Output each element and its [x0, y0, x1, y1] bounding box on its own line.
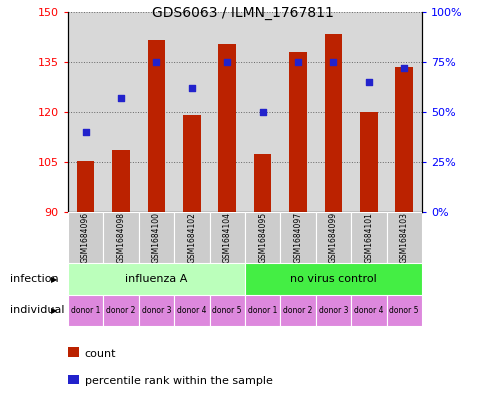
- Bar: [315, 295, 350, 326]
- Text: donor 5: donor 5: [389, 306, 418, 315]
- Bar: [244, 263, 421, 295]
- Bar: [174, 295, 209, 326]
- Bar: [174, 212, 209, 263]
- Text: donor 5: donor 5: [212, 306, 242, 315]
- Bar: [386, 212, 421, 263]
- Bar: [68, 295, 103, 326]
- Text: donor 4: donor 4: [353, 306, 383, 315]
- Text: GSM1684102: GSM1684102: [187, 212, 196, 263]
- Point: [81, 129, 89, 135]
- Bar: [288, 52, 306, 212]
- Text: donor 1: donor 1: [247, 306, 277, 315]
- Point: [399, 65, 407, 71]
- Text: GSM1684099: GSM1684099: [328, 212, 337, 263]
- Point: [187, 85, 195, 91]
- Bar: [280, 212, 315, 263]
- Bar: [209, 295, 244, 326]
- Text: infection: infection: [10, 274, 58, 284]
- Bar: [244, 212, 280, 263]
- Point: [364, 79, 372, 85]
- Text: count: count: [85, 349, 116, 359]
- Text: donor 2: donor 2: [106, 306, 136, 315]
- Point: [223, 59, 230, 65]
- Bar: [350, 295, 386, 326]
- Bar: [68, 212, 103, 263]
- Text: GSM1684095: GSM1684095: [257, 212, 267, 263]
- Text: donor 1: donor 1: [71, 306, 100, 315]
- Text: no virus control: no virus control: [289, 274, 376, 284]
- Text: GSM1684103: GSM1684103: [399, 212, 408, 263]
- Text: ▶: ▶: [51, 306, 57, 315]
- Point: [329, 59, 336, 65]
- Text: percentile rank within the sample: percentile rank within the sample: [85, 376, 272, 386]
- Bar: [315, 212, 350, 263]
- Text: donor 3: donor 3: [141, 306, 171, 315]
- Text: GDS6063 / ILMN_1767811: GDS6063 / ILMN_1767811: [151, 6, 333, 20]
- Point: [152, 59, 160, 65]
- Bar: [324, 33, 342, 212]
- Bar: [359, 112, 377, 212]
- Point: [293, 59, 301, 65]
- Point: [117, 95, 125, 101]
- Bar: [182, 116, 200, 212]
- Text: influenza A: influenza A: [125, 274, 187, 284]
- Bar: [68, 263, 244, 295]
- Text: GSM1684101: GSM1684101: [363, 212, 373, 263]
- Bar: [138, 212, 174, 263]
- Text: GSM1684096: GSM1684096: [81, 212, 90, 263]
- Text: donor 3: donor 3: [318, 306, 348, 315]
- Bar: [253, 154, 271, 212]
- Bar: [280, 295, 315, 326]
- Bar: [386, 295, 421, 326]
- Bar: [147, 40, 165, 212]
- Text: donor 4: donor 4: [177, 306, 206, 315]
- Text: GSM1684098: GSM1684098: [116, 212, 125, 263]
- Text: GSM1684097: GSM1684097: [293, 212, 302, 263]
- Text: donor 2: donor 2: [283, 306, 312, 315]
- Text: ▶: ▶: [51, 275, 57, 283]
- Text: individual: individual: [10, 305, 64, 316]
- Text: GSM1684100: GSM1684100: [151, 212, 161, 263]
- Bar: [350, 212, 386, 263]
- Bar: [103, 212, 138, 263]
- Point: [258, 109, 266, 115]
- Bar: [218, 44, 236, 212]
- Bar: [209, 212, 244, 263]
- Bar: [394, 67, 412, 212]
- Bar: [244, 295, 280, 326]
- Bar: [103, 295, 138, 326]
- Bar: [76, 162, 94, 212]
- Text: GSM1684104: GSM1684104: [222, 212, 231, 263]
- Bar: [112, 151, 130, 212]
- Bar: [138, 295, 174, 326]
